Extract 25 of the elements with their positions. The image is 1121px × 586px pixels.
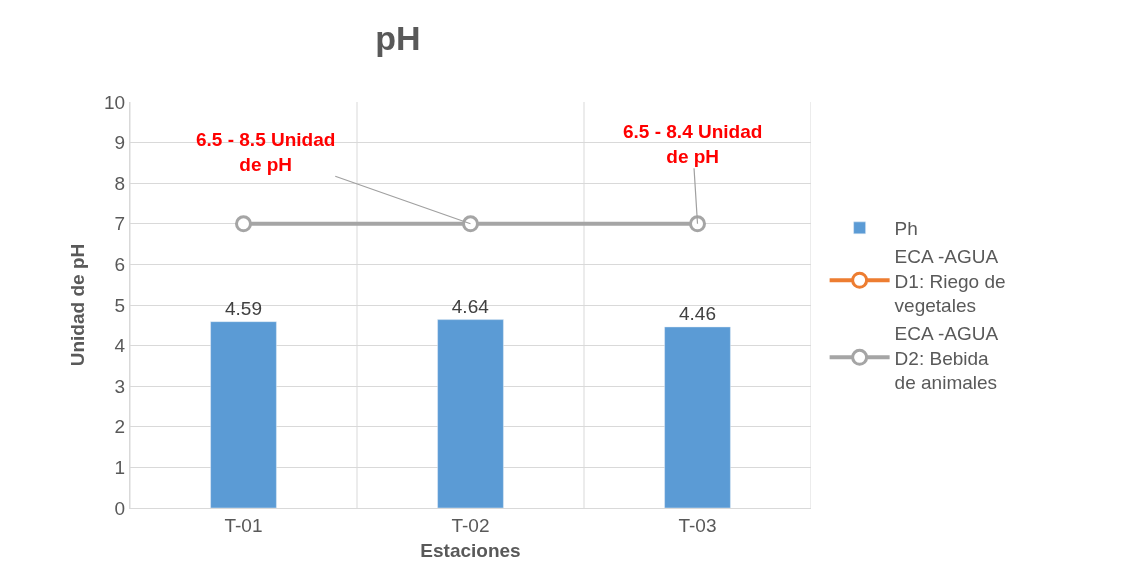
data-label: 4.59 (225, 297, 262, 319)
annotation: 6.5 - 8.5 Unidad de pH (196, 129, 336, 175)
y-tick-label: 10 (104, 91, 126, 113)
y-tick-label: 1 (114, 457, 126, 479)
y-tick-label: 0 (114, 497, 126, 519)
y-tick-label: 7 (114, 213, 126, 235)
chart-title: pH (375, 19, 421, 58)
y-axis-title: Unidad de pH (66, 243, 88, 367)
legend-label: ECA -AGUA D2: Bebida de animales (894, 323, 999, 394)
y-tick-label: 2 (114, 416, 126, 438)
data-label: 4.46 (679, 302, 716, 324)
x-tick-label: T-03 (678, 514, 717, 536)
y-tick-label: 6 (114, 254, 126, 276)
y-tick-label: 9 (114, 132, 126, 154)
y-tick-label: 5 (114, 294, 126, 316)
y-tick-label: 3 (114, 375, 126, 397)
x-tick-label: T-02 (451, 514, 490, 536)
x-tick-label: T-01 (224, 514, 263, 536)
legend-label: ECA -AGUA D1: Riego de vegetales (894, 245, 1006, 317)
y-tick-label: 4 (114, 335, 126, 357)
data-label: 4.64 (451, 295, 490, 317)
annotation: 6.5 - 8.4 Unidad de pH (623, 121, 763, 167)
legend-label: Ph (894, 218, 918, 240)
y-tick-label: 8 (114, 172, 126, 194)
x-axis-title: Estaciones (420, 539, 521, 561)
